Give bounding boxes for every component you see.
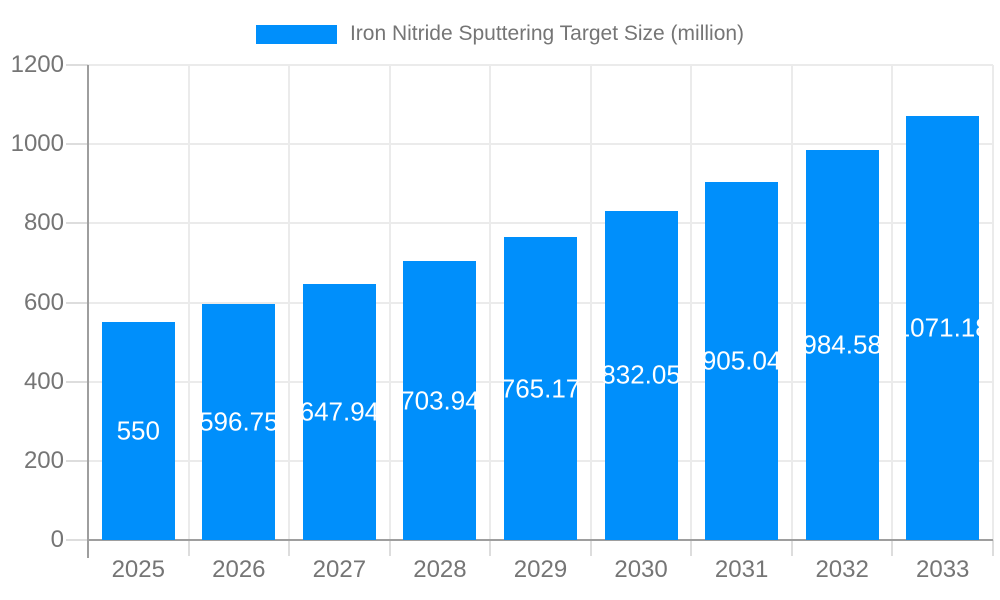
y-axis-tick xyxy=(66,539,88,541)
legend-swatch-icon xyxy=(255,24,337,44)
y-axis-label: 1200 xyxy=(10,51,64,78)
x-axis-label: 2027 xyxy=(312,556,367,583)
y-axis-label: 0 xyxy=(50,526,64,553)
bar-value-label: 647.94 xyxy=(299,396,380,427)
x-axis-label: 2033 xyxy=(916,556,970,583)
bar-value-label: 703.94 xyxy=(400,385,480,416)
bar-2033[interactable]: 1071.18 xyxy=(896,115,990,540)
x-axis-line xyxy=(87,539,993,541)
legend-item[interactable]: Iron Nitride Sputtering Target Size (mil… xyxy=(255,22,745,46)
v-gridline xyxy=(690,65,693,540)
x-axis-tick xyxy=(288,540,291,556)
legend-label: Iron Nitride Sputtering Target Size (mil… xyxy=(349,22,745,45)
y-axis-tick xyxy=(66,64,88,66)
x-axis-label: 2032 xyxy=(815,556,869,583)
bar-value-label: 1071.18 xyxy=(895,312,990,343)
y-axis-tick xyxy=(66,459,88,462)
bar-value-label: 596.75 xyxy=(199,406,279,437)
bar-2030[interactable]: 832.05 xyxy=(601,210,681,540)
bar-2031[interactable]: 905.04 xyxy=(702,181,781,540)
bar-2029[interactable]: 765.17 xyxy=(501,237,580,540)
v-gridline xyxy=(388,65,391,540)
v-gridline xyxy=(790,65,793,540)
x-axis-tick xyxy=(489,540,492,556)
y-axis-tick xyxy=(66,143,88,146)
x-axis-label: 2026 xyxy=(212,556,266,583)
x-axis-tick xyxy=(187,540,190,556)
y-axis-label: 400 xyxy=(23,367,64,395)
y-axis-label: 1000 xyxy=(10,130,64,158)
legend: Iron Nitride Sputtering Target Size (mil… xyxy=(0,20,1000,48)
y-axis-label: 600 xyxy=(23,288,64,316)
bar-2032[interactable]: 984.58 xyxy=(802,150,882,540)
x-axis-label: 2025 xyxy=(111,556,165,583)
x-axis-tick xyxy=(891,540,894,556)
bar-value-label: 832.05 xyxy=(601,359,681,390)
bar-value-label: 765.17 xyxy=(500,373,581,404)
h-gridline xyxy=(88,143,993,146)
x-axis-label: 2031 xyxy=(714,556,769,583)
bar-2027[interactable]: 647.94 xyxy=(300,283,379,540)
y-axis-line xyxy=(87,65,89,558)
v-gridline xyxy=(891,65,894,540)
x-axis-tick xyxy=(388,540,391,556)
v-gridline xyxy=(589,65,592,540)
x-axis-tick xyxy=(690,540,693,556)
y-axis-label: 200 xyxy=(23,446,64,474)
y-axis-tick xyxy=(66,301,88,304)
y-axis-tick xyxy=(66,380,88,383)
x-axis-label: 2028 xyxy=(413,556,467,583)
v-gridline xyxy=(992,65,994,540)
y-axis-label: 800 xyxy=(23,209,64,237)
h-gridline xyxy=(88,64,993,66)
bar-2025[interactable]: 550 xyxy=(101,322,175,540)
h-gridline xyxy=(88,222,993,225)
bar-2026[interactable]: 596.75 xyxy=(199,303,279,540)
x-axis-label: 2030 xyxy=(614,556,668,583)
v-gridline xyxy=(187,65,190,540)
v-gridline xyxy=(288,65,291,540)
v-gridline xyxy=(489,65,492,540)
x-axis-tick xyxy=(790,540,793,556)
x-axis-label: 2029 xyxy=(513,556,568,583)
x-axis-tick xyxy=(589,540,592,556)
bar-value-label: 905.04 xyxy=(701,345,782,376)
bar-value-label: 550 xyxy=(116,415,160,446)
y-axis-tick xyxy=(66,222,88,225)
bar-2028[interactable]: 703.94 xyxy=(400,261,480,540)
x-axis-tick xyxy=(992,540,994,556)
bar-value-label: 984.58 xyxy=(802,329,882,360)
